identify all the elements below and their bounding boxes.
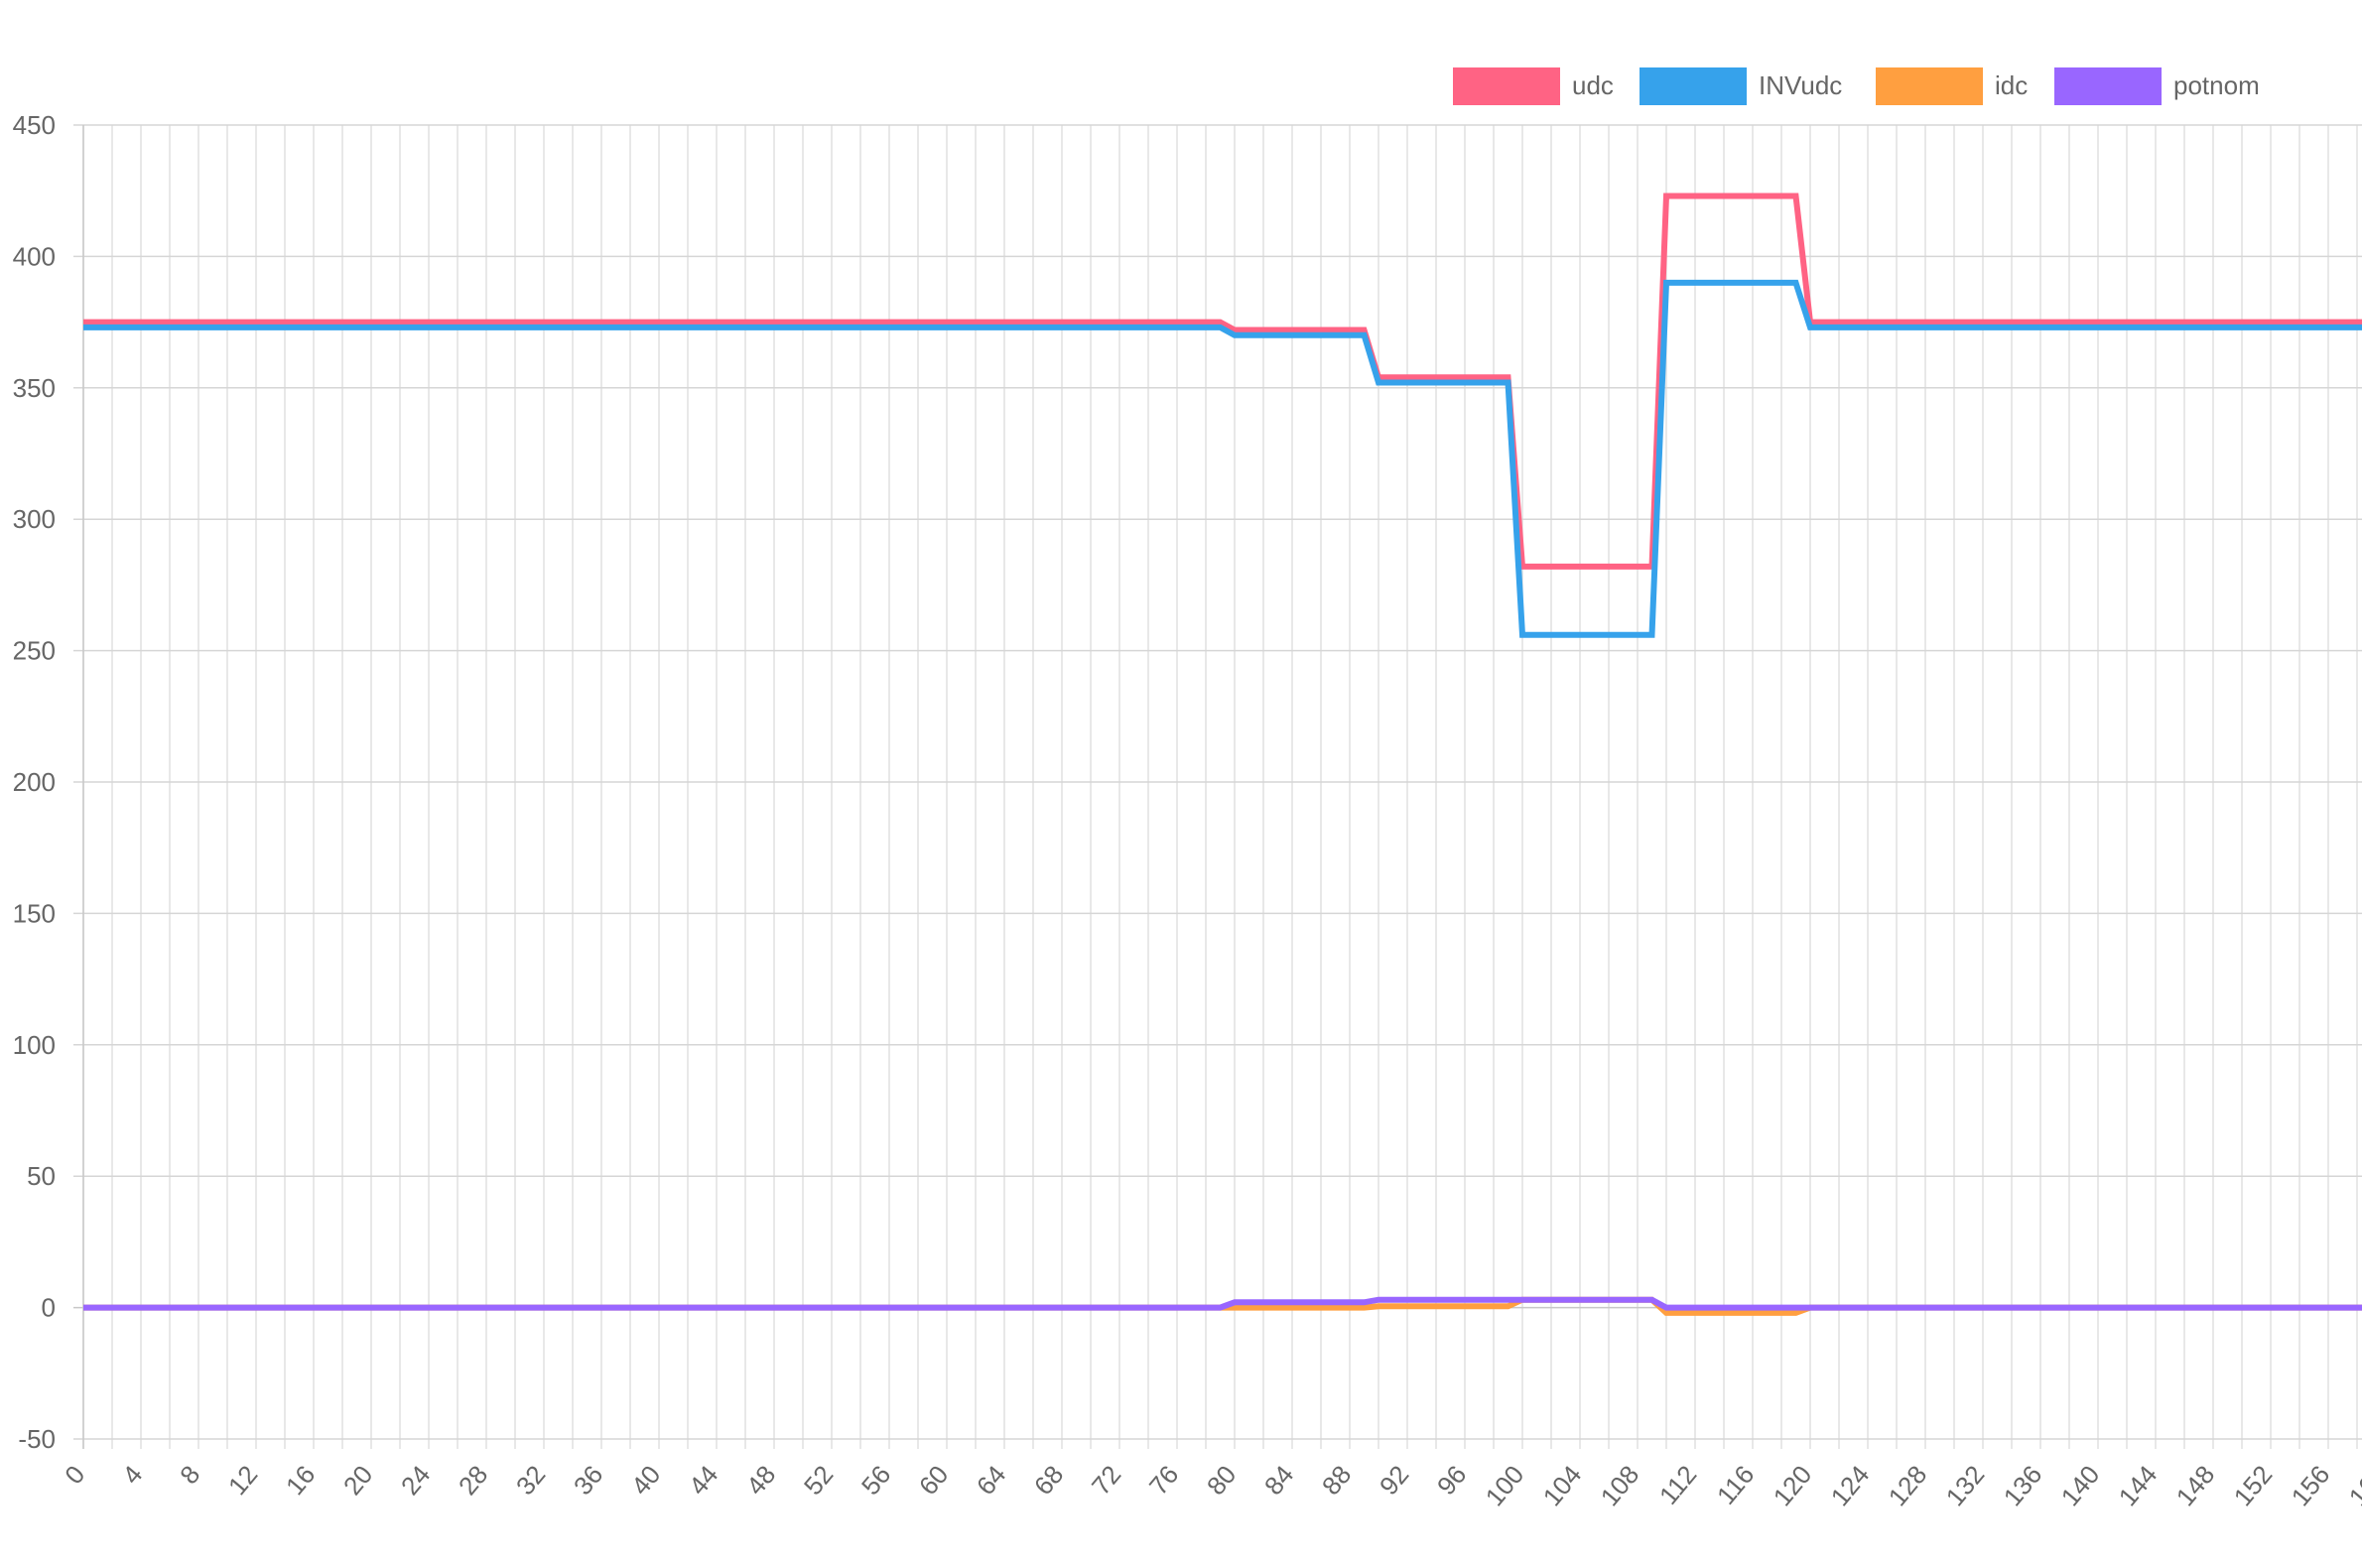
y-tick-label: 400: [13, 241, 56, 271]
y-tick-label: 0: [42, 1293, 56, 1323]
x-tick-label: 100: [1480, 1460, 1530, 1512]
legend-label-potnom[interactable]: potnom: [2173, 70, 2260, 100]
series-line-invudc: [83, 279, 2362, 638]
legend-swatch-idc[interactable]: [1876, 67, 1983, 105]
x-tick-label: 36: [568, 1460, 609, 1501]
legend-label-invudc[interactable]: INVudc: [1759, 70, 1842, 100]
x-tick-label: 152: [2228, 1460, 2279, 1512]
series-line-potnom: [83, 1296, 2362, 1311]
legend-swatch-potnom[interactable]: [2054, 67, 2162, 105]
x-tick-label: 80: [1201, 1460, 1243, 1501]
x-tick-label: 140: [2055, 1460, 2106, 1512]
y-tick-label: 50: [27, 1161, 56, 1191]
x-tick-label: 20: [337, 1460, 379, 1501]
x-tick-label: 124: [1825, 1460, 1876, 1512]
y-tick-label: -50: [18, 1424, 56, 1454]
x-tick-label: 120: [1768, 1460, 1818, 1512]
x-tick-label: 76: [1143, 1460, 1185, 1501]
legend-swatch-invudc[interactable]: [1640, 67, 1747, 105]
x-tick-label: 12: [222, 1460, 264, 1501]
x-tick-label: 48: [740, 1460, 782, 1501]
legend-label-idc[interactable]: idc: [1995, 70, 2028, 100]
x-tick-label: 108: [1595, 1460, 1645, 1512]
x-tick-label: 132: [1940, 1460, 1991, 1512]
x-tick-label: 156: [2286, 1460, 2336, 1512]
x-tick-label: 60: [913, 1460, 955, 1501]
x-tick-label: 68: [1028, 1460, 1070, 1501]
x-tick-label: 28: [453, 1460, 494, 1501]
x-tick-label: 136: [1998, 1460, 2048, 1512]
x-tick-label: 160: [2343, 1460, 2362, 1512]
y-tick-label: 300: [13, 504, 56, 534]
x-tick-label: 88: [1316, 1460, 1358, 1501]
x-tick-label: 128: [1883, 1460, 1933, 1512]
y-tick-label: 450: [13, 110, 56, 140]
y-tick-label: 200: [13, 767, 56, 797]
x-tick-label: 56: [855, 1460, 897, 1501]
legend-label-udc[interactable]: udc: [1572, 70, 1614, 100]
x-tick-label: 0: [59, 1460, 90, 1490]
x-tick-label: 96: [1431, 1460, 1473, 1501]
series-line-udc: [83, 193, 2362, 570]
x-tick-label: 16: [280, 1460, 322, 1501]
y-tick-label: 150: [13, 898, 56, 928]
x-tick-label: 84: [1258, 1460, 1300, 1501]
x-tick-label: 44: [683, 1460, 724, 1501]
x-tick-label: 92: [1374, 1460, 1415, 1501]
x-tick-label: 112: [1653, 1460, 1703, 1510]
y-tick-label: 100: [13, 1030, 56, 1060]
x-tick-label: 52: [798, 1460, 840, 1501]
x-tick-label: 148: [2170, 1460, 2221, 1512]
x-tick-label: 64: [971, 1460, 1012, 1501]
y-tick-label: 350: [13, 373, 56, 403]
x-tick-label: 40: [625, 1460, 667, 1501]
x-tick-label: 104: [1537, 1460, 1588, 1512]
x-tick-label: 4: [116, 1460, 148, 1490]
x-tick-label: 8: [174, 1460, 205, 1490]
legend-swatch-udc[interactable]: [1453, 67, 1560, 105]
x-tick-label: 144: [2113, 1460, 2164, 1512]
x-tick-label: 72: [1086, 1460, 1127, 1501]
y-tick-label: 250: [13, 636, 56, 666]
x-tick-label: 24: [395, 1460, 437, 1501]
x-tick-label: 116: [1711, 1460, 1761, 1510]
x-tick-label: 32: [510, 1460, 552, 1501]
